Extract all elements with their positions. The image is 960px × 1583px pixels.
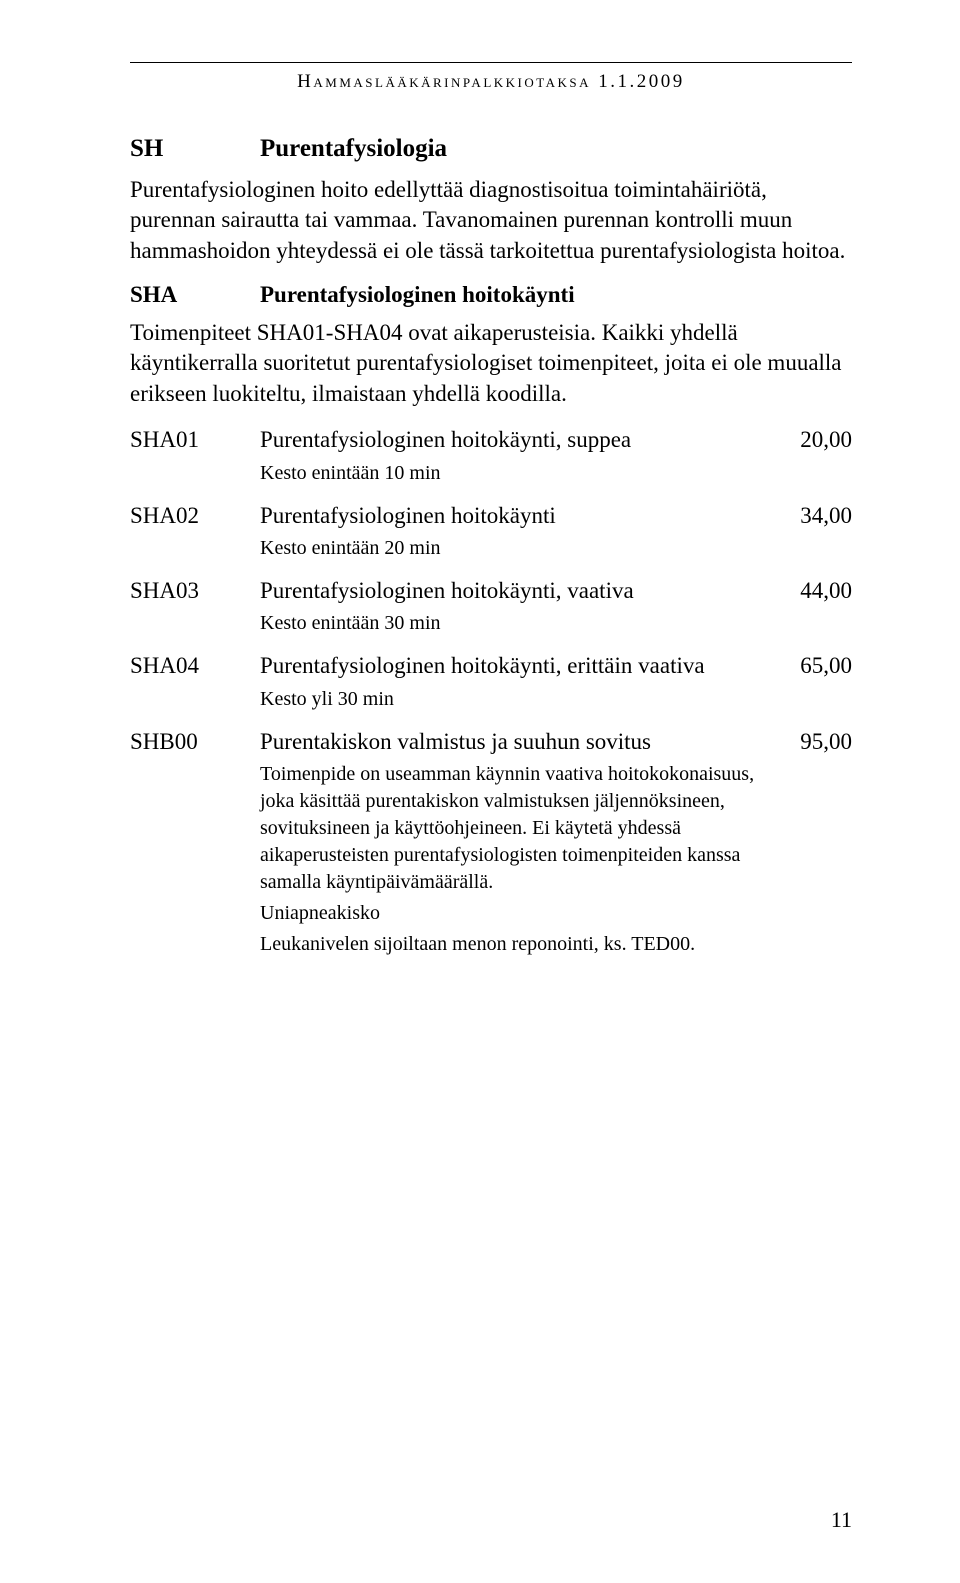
subsection-header-row: SHA Purentafysiologinen hoitokäynti [130, 282, 852, 308]
procedure-price: 65,00 [800, 653, 852, 679]
procedure-item: SHA03Purentafysiologinen hoitokäynti, va… [130, 576, 852, 637]
procedure-item: SHA02Purentafysiologinen hoitokäynti Kest… [130, 501, 852, 562]
section-code: SH [130, 135, 260, 163]
procedure-main: Purentakiskon valmistus ja suuhun sovitu… [260, 727, 800, 958]
procedure-price: 20,00 [800, 427, 852, 453]
procedure-price: 44,00 [800, 578, 852, 604]
procedure-code: SHB00 [130, 729, 260, 755]
subsection-code: SHA [130, 282, 260, 308]
procedure-note: Uniapneakisko [260, 900, 770, 927]
section-title: Purentafysiologia [260, 135, 447, 163]
procedure-title: Purentafysiologinen hoitokäynti, suppea [260, 425, 780, 455]
procedure-code: SHA03 [130, 578, 260, 604]
procedure-main: Purentafysiologinen hoitokäynti Kesto eni… [260, 501, 800, 562]
procedure-code: SHA02 [130, 503, 260, 529]
procedure-main: Purentafysiologinen hoitokäynti, erittäi… [260, 651, 800, 712]
procedure-note: Kesto enintään 10 min [260, 460, 770, 487]
section-header-row: SH Purentafysiologia [130, 135, 852, 163]
subsection-title: Purentafysiologinen hoitokäynti [260, 282, 575, 308]
procedure-list: SHA01Purentafysiologinen hoitokäynti, su… [130, 425, 852, 958]
page-number: 11 [831, 1507, 852, 1533]
procedure-code: SHA01 [130, 427, 260, 453]
running-head: Hammaslääkärinpalkkiotaksa 1.1.2009 [130, 71, 852, 93]
procedure-title: Purentakiskon valmistus ja suuhun sovitu… [260, 727, 780, 757]
procedure-note: Leukanivelen sijoiltaan menon reponointi… [260, 931, 770, 958]
procedure-title: Purentafysiologinen hoitokäynti, vaativa [260, 576, 780, 606]
section-intro-paragraph: Purentafysiologinen hoito edellyttää dia… [130, 175, 852, 266]
procedure-note: Toimenpide on useamman käynnin vaativa h… [260, 761, 770, 896]
procedure-price: 34,00 [800, 503, 852, 529]
procedure-note: Kesto enintään 20 min [260, 535, 770, 562]
procedure-item: SHA01Purentafysiologinen hoitokäynti, su… [130, 425, 852, 486]
top-rule [130, 62, 852, 63]
procedure-title: Purentafysiologinen hoitokäynti, erittäi… [260, 651, 780, 681]
procedure-item: SHA04Purentafysiologinen hoitokäynti, er… [130, 651, 852, 712]
procedure-note: Kesto enintään 30 min [260, 610, 770, 637]
subsection-intro-paragraph: Toimenpiteet SHA01-SHA04 ovat aikaperust… [130, 318, 852, 409]
procedure-note: Kesto yli 30 min [260, 686, 770, 713]
procedure-code: SHA04 [130, 653, 260, 679]
document-page: Hammaslääkärinpalkkiotaksa 1.1.2009 SH P… [0, 0, 960, 1583]
procedure-item: SHB00Purentakiskon valmistus ja suuhun s… [130, 727, 852, 958]
procedure-price: 95,00 [800, 729, 852, 755]
procedure-title: Purentafysiologinen hoitokäynti [260, 501, 780, 531]
procedure-main: Purentafysiologinen hoitokäynti, suppea K… [260, 425, 800, 486]
procedure-main: Purentafysiologinen hoitokäynti, vaativa… [260, 576, 800, 637]
